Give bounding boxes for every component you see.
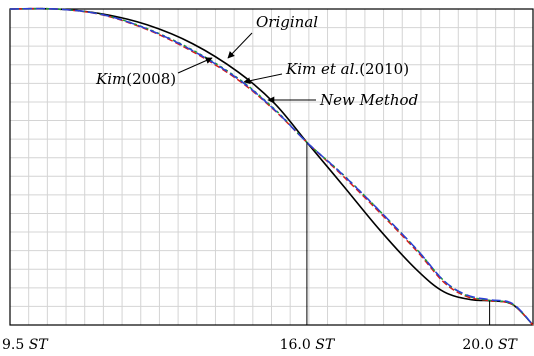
- new-method-annotation: New Method: [319, 91, 418, 109]
- kim2010-annotation-arrow: [243, 73, 283, 85]
- series-line-kim-2010: [9, 7, 534, 326]
- original-annotation-arrow: [227, 32, 253, 59]
- series-line-original: [9, 7, 534, 326]
- kim2010-annotation: Kim et al.(2010): [285, 60, 409, 78]
- x-tick-label: 9.5 ST: [2, 337, 49, 353]
- grid-lines: [10, 9, 533, 325]
- x-tick-label: 20.0 ST: [462, 337, 518, 353]
- kim2008-annotation: Kim(2008): [95, 70, 176, 88]
- kim2008-annotation-arrow: [177, 57, 213, 74]
- x-tick-label: 16.0 ST: [280, 337, 336, 353]
- original-annotation: Original: [256, 13, 318, 31]
- plot-frame: [9, 8, 534, 326]
